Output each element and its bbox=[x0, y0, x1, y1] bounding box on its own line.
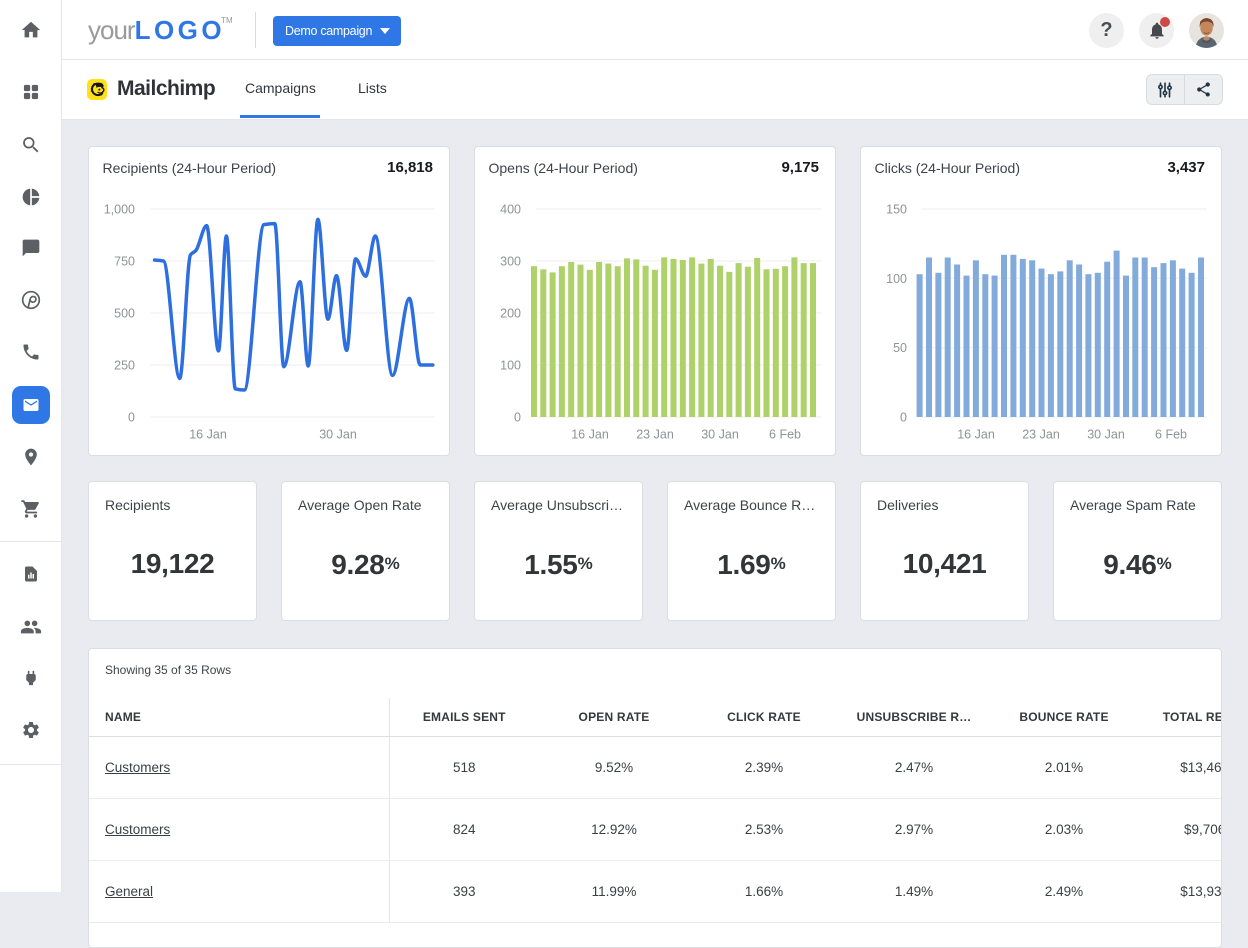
svg-text:30 Jan: 30 Jan bbox=[1087, 428, 1125, 442]
svg-text:250: 250 bbox=[114, 359, 135, 373]
svg-text:23 Jan: 23 Jan bbox=[636, 428, 674, 442]
svg-text:30 Jan: 30 Jan bbox=[701, 428, 739, 442]
svg-text:400: 400 bbox=[500, 203, 521, 217]
svg-text:30 Jan: 30 Jan bbox=[319, 428, 357, 442]
svg-text:300: 300 bbox=[500, 255, 521, 269]
svg-text:750: 750 bbox=[114, 255, 135, 269]
svg-text:16 Jan: 16 Jan bbox=[957, 428, 995, 442]
svg-text:6 Feb: 6 Feb bbox=[769, 428, 801, 442]
svg-text:0: 0 bbox=[900, 411, 907, 425]
svg-text:200: 200 bbox=[500, 307, 521, 321]
svg-text:500: 500 bbox=[114, 307, 135, 321]
svg-text:100: 100 bbox=[886, 272, 907, 286]
svg-text:150: 150 bbox=[886, 203, 907, 217]
svg-text:0: 0 bbox=[514, 411, 521, 425]
svg-text:16 Jan: 16 Jan bbox=[571, 428, 609, 442]
svg-text:100: 100 bbox=[500, 359, 521, 373]
svg-text:6 Feb: 6 Feb bbox=[1155, 428, 1187, 442]
svg-text:0: 0 bbox=[128, 411, 135, 425]
svg-text:50: 50 bbox=[893, 341, 907, 355]
svg-text:1,000: 1,000 bbox=[104, 203, 135, 217]
svg-text:23 Jan: 23 Jan bbox=[1022, 428, 1060, 442]
svg-text:16 Jan: 16 Jan bbox=[189, 428, 227, 442]
